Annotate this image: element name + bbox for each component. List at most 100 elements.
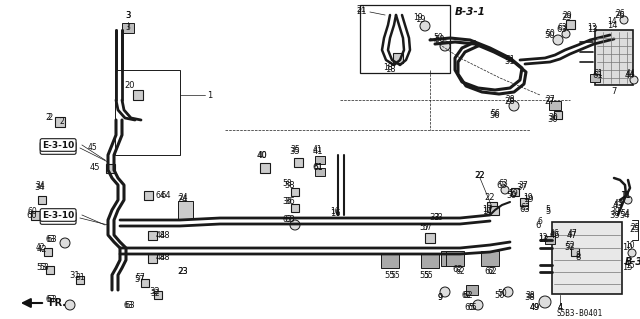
Bar <box>566 19 575 28</box>
Text: 46: 46 <box>550 231 560 240</box>
Bar <box>590 74 600 82</box>
Text: 3: 3 <box>125 11 131 19</box>
Text: 62: 62 <box>455 268 465 277</box>
Text: 11: 11 <box>621 190 631 199</box>
Circle shape <box>630 76 638 84</box>
Bar <box>487 202 497 212</box>
Text: 35: 35 <box>290 145 300 154</box>
Text: 57: 57 <box>420 224 430 233</box>
Text: 39: 39 <box>610 211 620 219</box>
Text: 55: 55 <box>385 271 396 279</box>
Bar <box>315 168 325 176</box>
Text: 63: 63 <box>497 181 508 189</box>
Text: 54: 54 <box>620 211 630 219</box>
Text: 50: 50 <box>545 31 556 40</box>
Text: 37: 37 <box>516 183 527 192</box>
Circle shape <box>65 300 75 310</box>
Text: 17: 17 <box>482 207 492 217</box>
Text: 55: 55 <box>423 271 433 279</box>
Text: S5B3-B0401: S5B3-B0401 <box>557 308 603 317</box>
Bar <box>481 250 499 265</box>
Bar <box>76 276 84 284</box>
Circle shape <box>555 233 565 243</box>
Text: 22: 22 <box>476 170 484 180</box>
Text: 6: 6 <box>535 220 541 229</box>
Text: 42: 42 <box>35 243 45 253</box>
Text: 15: 15 <box>625 261 635 270</box>
Circle shape <box>578 258 586 266</box>
Text: 28: 28 <box>505 95 515 105</box>
Text: 3: 3 <box>125 24 131 33</box>
Bar <box>446 250 464 265</box>
Bar <box>360 5 450 73</box>
Text: 25: 25 <box>630 226 640 234</box>
Text: 10: 10 <box>621 243 632 253</box>
Circle shape <box>624 196 632 204</box>
Text: 52: 52 <box>564 243 575 253</box>
Bar <box>571 248 579 256</box>
Text: 8: 8 <box>575 254 580 263</box>
Text: 62: 62 <box>452 265 463 275</box>
Text: 38: 38 <box>525 293 536 302</box>
Text: 2: 2 <box>60 117 65 127</box>
Text: 2: 2 <box>45 114 51 122</box>
Text: 1: 1 <box>207 91 212 100</box>
Text: 17: 17 <box>482 205 492 214</box>
Text: 44: 44 <box>625 69 635 78</box>
Text: 26: 26 <box>614 11 625 19</box>
Circle shape <box>473 300 483 310</box>
Text: FR.: FR. <box>48 298 66 308</box>
Bar <box>106 164 115 173</box>
Text: 48: 48 <box>160 254 171 263</box>
Text: 32: 32 <box>150 287 160 296</box>
Text: 27: 27 <box>545 95 555 105</box>
Text: 14: 14 <box>607 20 617 29</box>
Text: 63: 63 <box>285 216 296 225</box>
Text: 63: 63 <box>557 26 568 34</box>
Bar <box>46 266 54 274</box>
Text: 39: 39 <box>610 207 620 217</box>
Text: 36: 36 <box>285 197 296 206</box>
Text: 33: 33 <box>433 213 443 222</box>
Text: 48: 48 <box>160 231 171 240</box>
Bar <box>260 163 270 173</box>
Text: 48: 48 <box>155 254 165 263</box>
Circle shape <box>553 35 563 45</box>
Text: 20: 20 <box>125 80 135 90</box>
Text: 65: 65 <box>465 303 476 313</box>
Circle shape <box>60 238 70 248</box>
Text: 53: 53 <box>39 263 49 272</box>
Bar <box>291 204 299 212</box>
Bar <box>425 233 435 243</box>
Text: 16: 16 <box>330 209 340 218</box>
Text: 18: 18 <box>385 65 396 75</box>
Text: E-3-10: E-3-10 <box>42 144 74 152</box>
Text: 49: 49 <box>530 303 540 313</box>
Text: 64: 64 <box>160 190 171 199</box>
Text: 8: 8 <box>575 251 580 261</box>
Text: 14: 14 <box>607 18 617 26</box>
Text: 47: 47 <box>567 228 577 238</box>
Bar <box>393 53 403 63</box>
Bar <box>154 291 162 299</box>
Text: 64: 64 <box>155 190 165 199</box>
Text: 63: 63 <box>520 205 531 214</box>
Text: 23: 23 <box>178 268 188 277</box>
Text: 44: 44 <box>625 70 636 79</box>
Text: E-3-10: E-3-10 <box>42 213 74 222</box>
Text: 42: 42 <box>36 246 47 255</box>
Text: B-3-1: B-3-1 <box>625 257 640 267</box>
Text: 27: 27 <box>545 98 556 107</box>
Text: 19: 19 <box>415 16 425 25</box>
Bar <box>177 201 193 219</box>
Text: 63: 63 <box>47 235 58 244</box>
Text: 19: 19 <box>523 194 533 203</box>
Bar <box>552 222 622 294</box>
Text: 26: 26 <box>615 9 625 18</box>
Text: 12: 12 <box>538 234 548 242</box>
Text: 34: 34 <box>35 181 45 189</box>
Text: 13: 13 <box>587 24 597 33</box>
Text: 52: 52 <box>565 241 575 250</box>
Text: 31: 31 <box>70 271 80 279</box>
Text: 63: 63 <box>125 300 136 309</box>
